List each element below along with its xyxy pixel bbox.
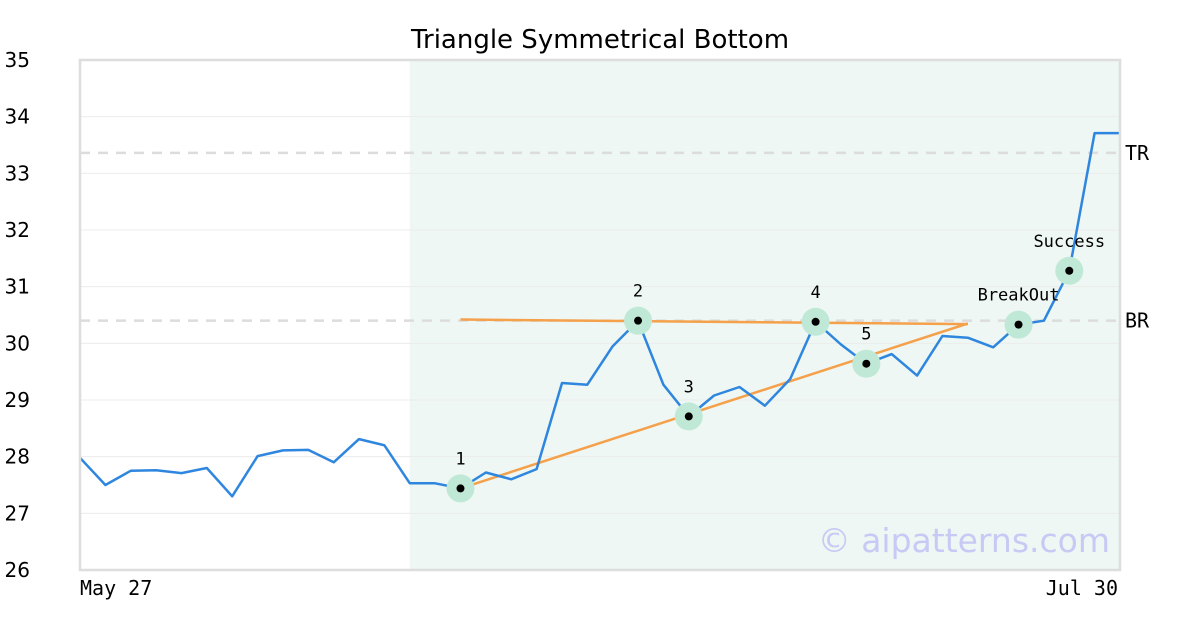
x-tick-label: May 27 [80,576,152,600]
series-layer [79,131,1120,498]
pattern-point-label: 2 [633,282,643,302]
trendline [460,318,968,326]
series-line [79,131,1120,498]
y-tick-label: 29 [5,388,30,412]
y-tick-label: 26 [5,558,30,582]
pattern-point-label: 1 [455,449,465,469]
trendline [460,322,969,490]
y-tick-label: 28 [5,445,30,469]
level-label: BR [1125,309,1150,333]
y-tick-label: 35 [5,48,30,72]
pattern-point [811,317,820,326]
pattern-point-label: 5 [861,325,871,345]
pattern-region [409,60,1120,570]
pattern-point-label: Success [1033,232,1105,252]
pattern-point-label: BreakOut [978,286,1060,306]
trendlines-layer [460,318,969,490]
pattern-point-label: 4 [810,283,820,303]
level-label: TR [1125,141,1150,165]
y-tick-label: 34 [5,105,30,129]
pattern-point [456,484,465,493]
pattern-point-label: 3 [684,377,694,397]
plot-frame [78,58,1122,572]
y-tick-label: 33 [5,161,30,185]
pattern-point [684,412,693,421]
watermark: © aipatterns.com [818,521,1110,560]
x-tick-label: Jul 30 [1046,576,1118,600]
pattern-region-layer [409,60,1120,570]
pattern-point [1065,266,1074,275]
y-tick-label: 27 [5,501,30,525]
levels-layer [80,151,1120,322]
y-tick-label: 31 [5,275,30,299]
y-tick-label: 32 [5,218,30,242]
pattern-point [862,359,871,368]
chart-title: Triangle Symmetrical Bottom [410,25,789,55]
points-layer [446,256,1084,503]
pattern-point [1014,320,1023,329]
pattern-point [634,316,643,325]
gridlines-layer [80,116,1120,514]
y-tick-label: 30 [5,331,30,355]
